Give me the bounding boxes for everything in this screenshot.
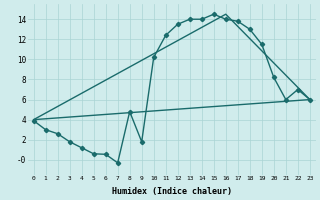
X-axis label: Humidex (Indice chaleur): Humidex (Indice chaleur) [112,187,232,196]
